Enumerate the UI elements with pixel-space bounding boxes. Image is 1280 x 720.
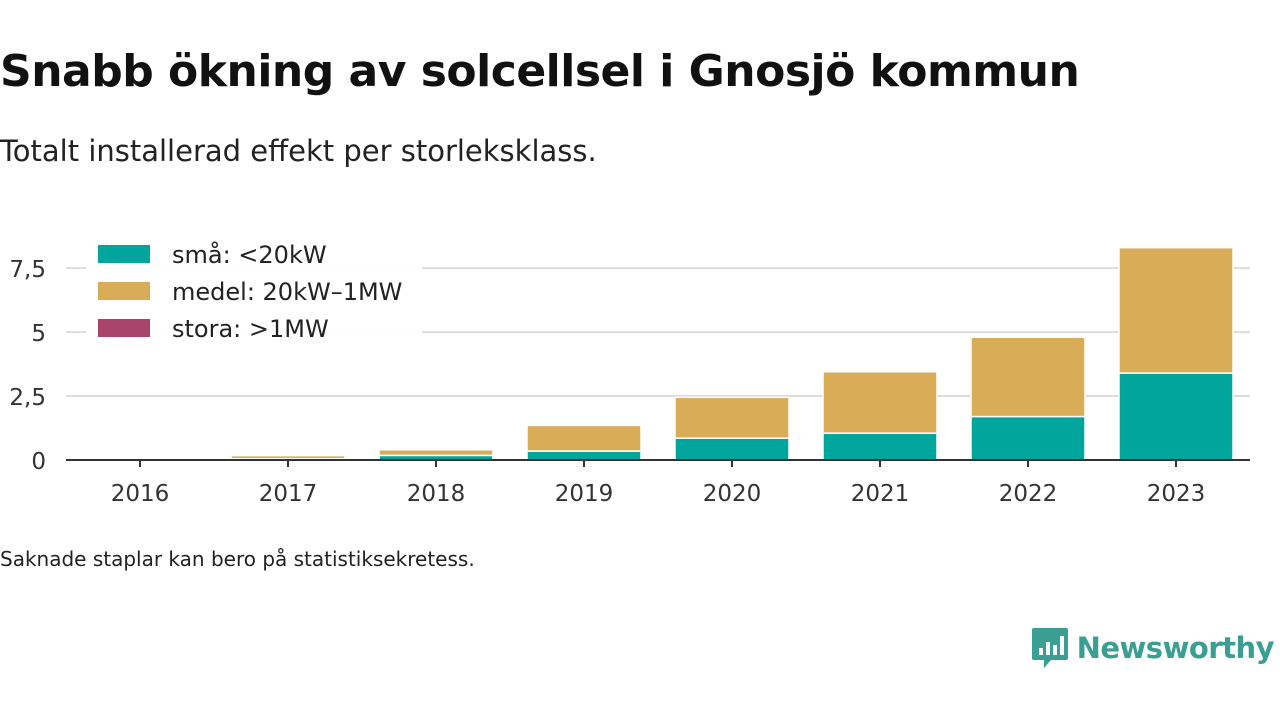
- chart-subtitle: Totalt installerad effekt per storlekskl…: [0, 134, 597, 168]
- bar-segment: [378, 449, 494, 457]
- footnote: Saknade staplar kan bero på statistiksek…: [0, 547, 475, 571]
- y-tick-label: 2,5: [9, 385, 46, 411]
- legend-label: små: <20kW: [172, 240, 327, 269]
- bar-segment: [1118, 372, 1234, 461]
- chart-title: Snabb ökning av solcellsel i Gnosjö komm…: [0, 46, 1080, 97]
- x-tick-label: 2022: [999, 481, 1058, 507]
- bar-segment: [674, 437, 790, 461]
- bar-segment: [230, 454, 346, 460]
- bar-segment: [822, 432, 938, 461]
- y-tick-label: 5: [31, 321, 46, 347]
- x-tick-label: 2023: [1147, 481, 1206, 507]
- legend-swatch: [98, 282, 150, 300]
- bar-segment: [526, 450, 642, 461]
- stacked-bar-chart: 0 2,5 5 7,5 2016 2017 2018 2019 2020 2021 2022 2023…: [9, 234, 1250, 507]
- brand-name: Newsworthy: [1076, 631, 1275, 665]
- legend-label: medel: 20kW–1MW: [172, 278, 402, 306]
- x-tick-label: 2017: [259, 481, 318, 507]
- legend-swatch: [98, 245, 150, 263]
- x-tick-label: 2020: [703, 481, 762, 507]
- bar-segment: [1118, 246, 1234, 374]
- bar-segment: [526, 424, 642, 452]
- bar-segment: [674, 396, 790, 440]
- y-tick-label: 7,5: [9, 257, 46, 283]
- x-tick-label: 2019: [555, 481, 614, 507]
- x-tick-label: 2021: [851, 481, 910, 507]
- legend: små: <20kW medel: 20kW–1MW stora: >1MW: [86, 234, 422, 352]
- x-tick-label: 2018: [407, 481, 466, 507]
- newsworthy-logo: Newsworthy: [1031, 626, 1275, 670]
- bars: [230, 246, 1234, 461]
- bar-segment: [822, 370, 938, 434]
- x-tick-label: 2016: [111, 481, 170, 507]
- axes: 0 2,5 5 7,5 2016 2017 2018 2019 2020 2021 2022 2023: [9, 257, 1250, 507]
- bar-segment: [970, 415, 1086, 461]
- bar-segment: [970, 336, 1086, 418]
- newsworthy-chart-icon: [1031, 628, 1068, 668]
- legend-label: stora: >1MW: [172, 315, 329, 343]
- legend-swatch: [98, 319, 150, 337]
- y-tick-label: 0: [31, 449, 46, 475]
